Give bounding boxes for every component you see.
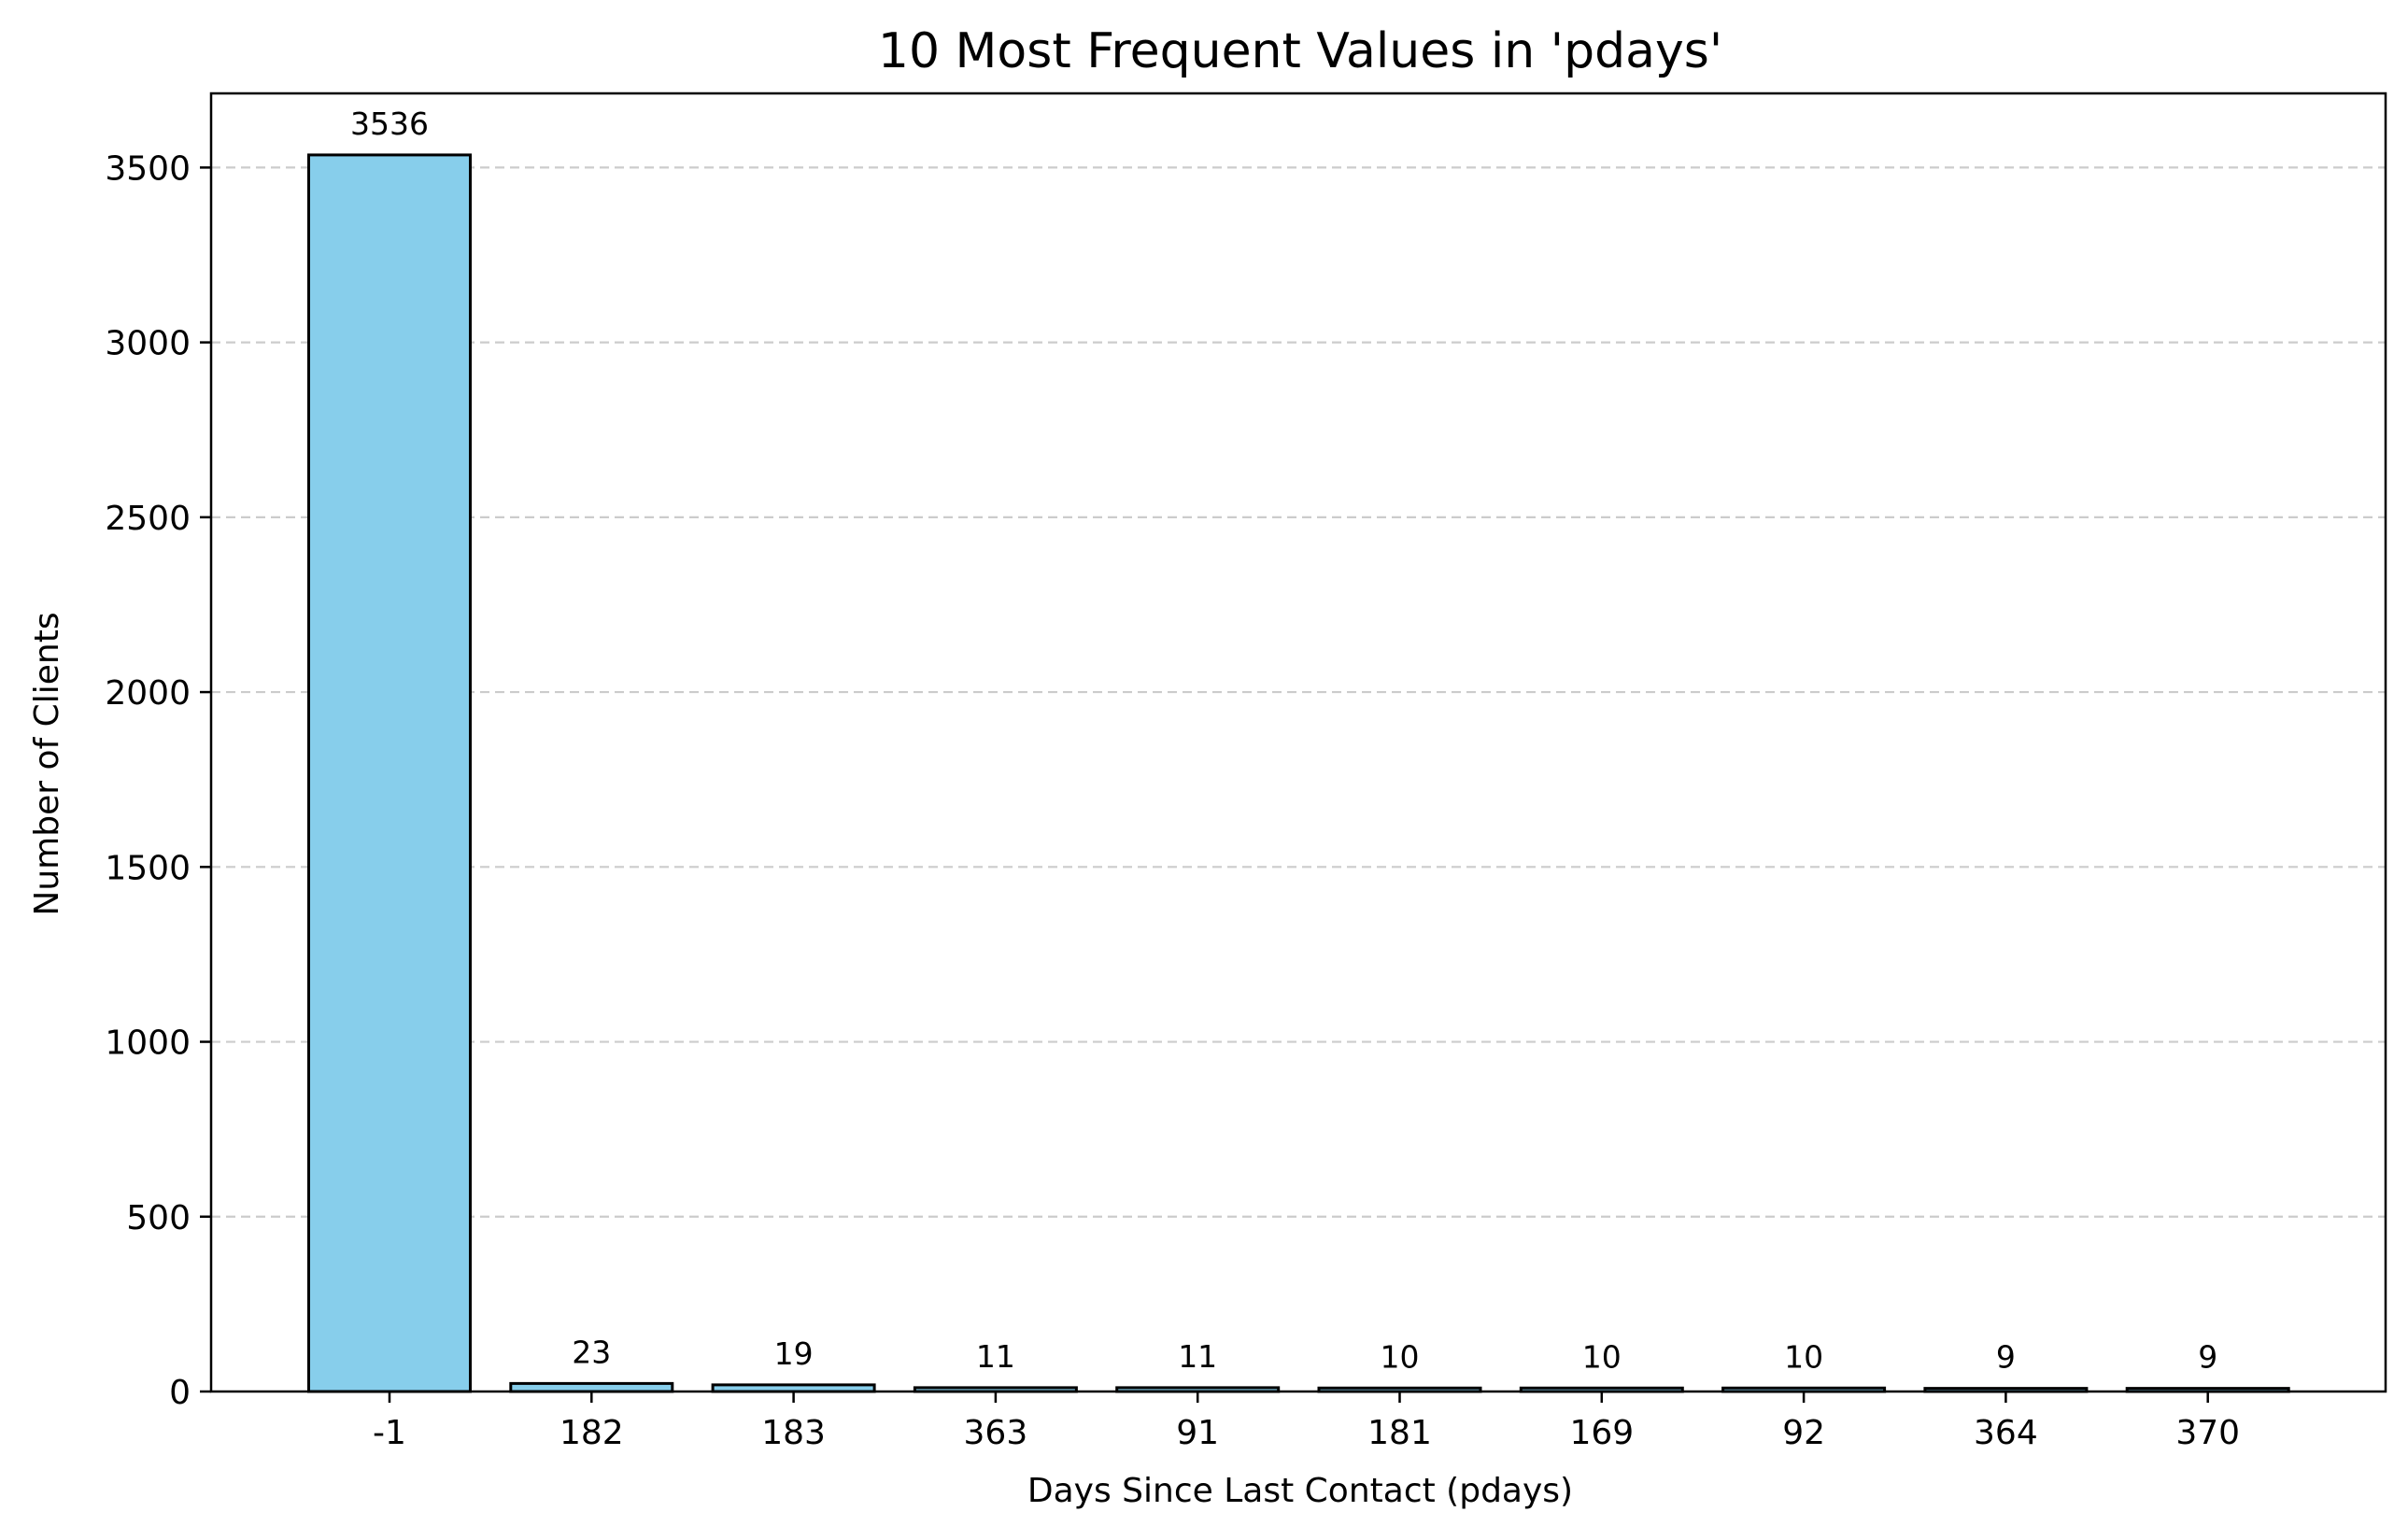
y-tick-label-0: 0 bbox=[169, 1374, 191, 1412]
data-label-169: 10 bbox=[1582, 1338, 1622, 1375]
ticks-layer: 0 500 1000 1500 2000 2500 3000 3500 -1 182 183 363 9… bbox=[105, 149, 2240, 1452]
chart-title: 10 Most Frequent Values in 'pdays' bbox=[878, 23, 1722, 79]
plot-frame bbox=[209, 92, 2387, 1393]
x-tick-label-183: 183 bbox=[761, 1414, 826, 1452]
data-label--1: 3536 bbox=[350, 106, 429, 142]
axes-layer bbox=[209, 92, 2387, 1393]
data-label-183: 19 bbox=[774, 1335, 814, 1372]
grid-layer bbox=[211, 166, 2386, 1218]
bar--1 bbox=[307, 153, 472, 1393]
data-label-364: 9 bbox=[1996, 1339, 2016, 1376]
data-labels-layer: 3536 23 19 11 11 10 10 10 9 9 bbox=[350, 106, 2217, 1376]
data-label-92: 10 bbox=[1784, 1338, 1823, 1375]
x-tick-label-182: 182 bbox=[560, 1414, 624, 1452]
x-axis-label: Days Since Last Contact (pdays) bbox=[1027, 1472, 1573, 1510]
y-tick-label-2000: 2000 bbox=[105, 674, 191, 713]
x-tick-label-181: 181 bbox=[1367, 1414, 1432, 1452]
data-label-363: 11 bbox=[976, 1338, 1015, 1375]
x-tick-label-363: 363 bbox=[964, 1414, 1028, 1452]
y-tick-label-500: 500 bbox=[126, 1199, 191, 1237]
y-tick-label-1000: 1000 bbox=[105, 1024, 191, 1063]
y-tick-label-1500: 1500 bbox=[105, 849, 191, 887]
data-label-370: 9 bbox=[2198, 1339, 2217, 1376]
y-tick-label-3500: 3500 bbox=[105, 149, 191, 188]
x-tick-label-91: 91 bbox=[1176, 1414, 1219, 1452]
x-tick-label-364: 364 bbox=[1974, 1414, 2038, 1452]
x-tick-label-92: 92 bbox=[1782, 1414, 1825, 1452]
data-label-91: 11 bbox=[1178, 1338, 1217, 1375]
bar-182 bbox=[509, 1381, 674, 1393]
x-tick-label--1: -1 bbox=[373, 1414, 406, 1452]
data-label-181: 10 bbox=[1381, 1338, 1420, 1375]
y-tick-label-2500: 2500 bbox=[105, 500, 191, 538]
data-label-182: 23 bbox=[572, 1334, 611, 1370]
y-tick-label-3000: 3000 bbox=[105, 325, 191, 363]
bars-layer bbox=[307, 153, 2290, 1393]
y-axis-label: Number of Clients bbox=[28, 612, 66, 915]
x-tick-label-370: 370 bbox=[2175, 1414, 2240, 1452]
x-tick-label-169: 169 bbox=[1569, 1414, 1634, 1452]
